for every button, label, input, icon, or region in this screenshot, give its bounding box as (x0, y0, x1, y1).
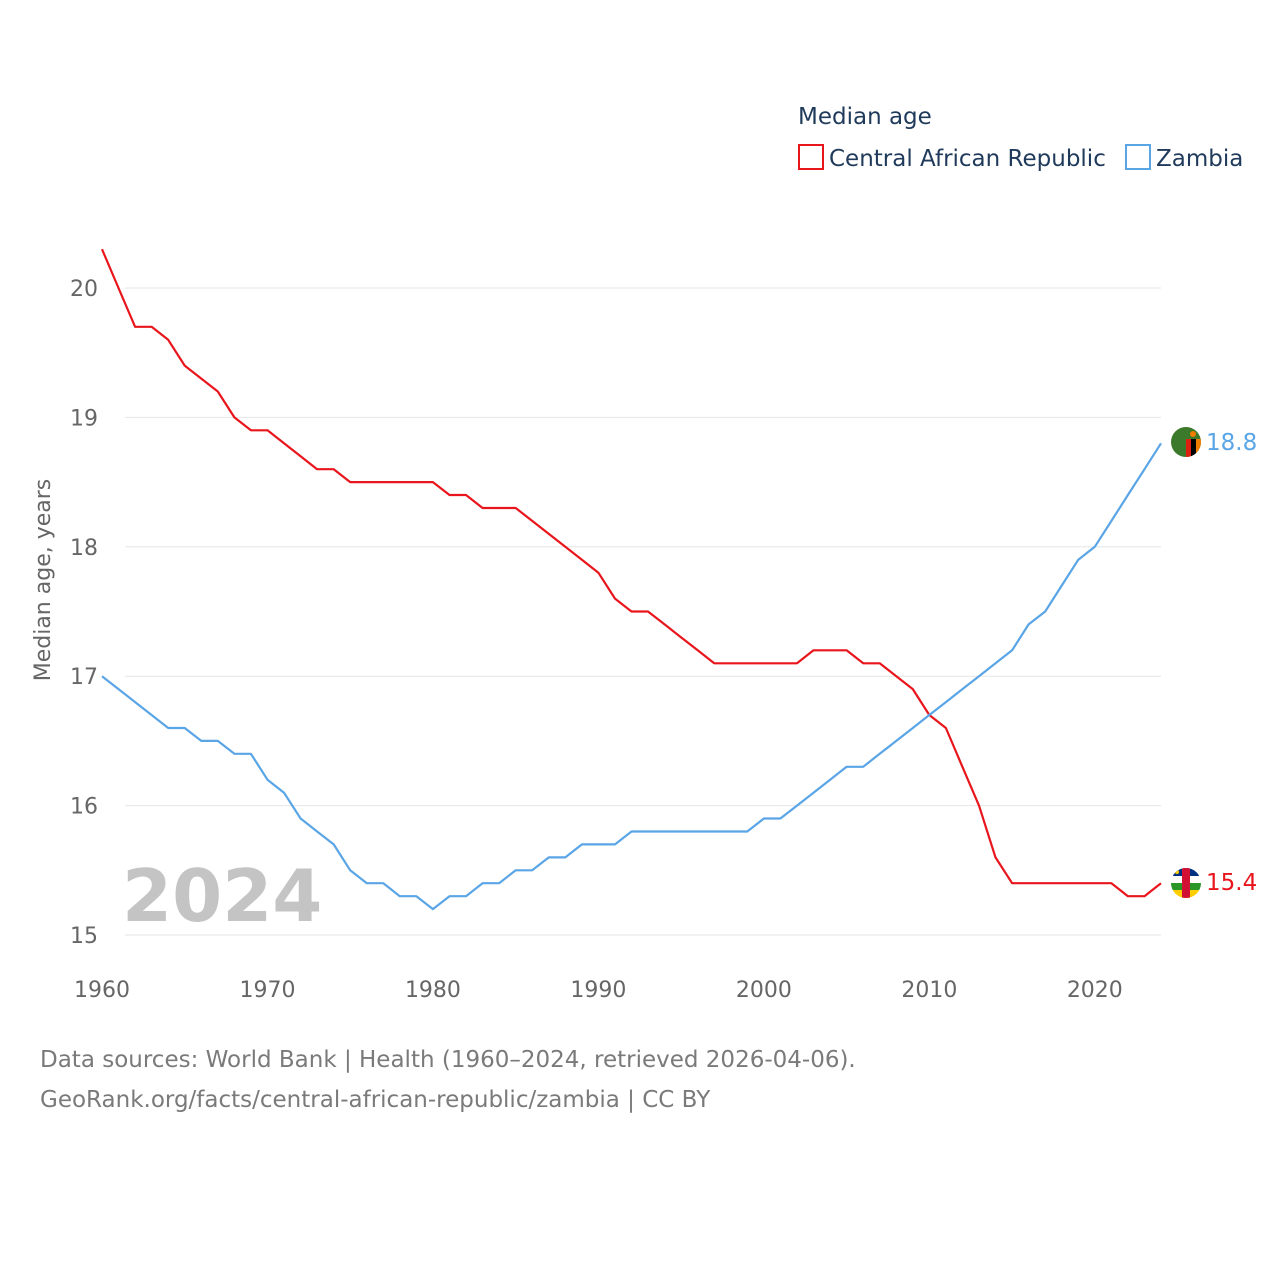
legend-swatch-zambia (1125, 144, 1151, 170)
line-chart: Median age Central African Republic Zamb… (31, 104, 1257, 1003)
legend-item-central-african-republic[interactable]: Central African Republic (798, 144, 1106, 172)
x-tick-label: 1980 (405, 978, 461, 1003)
legend-label-zambia: Zambia (1156, 146, 1243, 172)
gridlines (125, 287, 1161, 936)
x-tick-label: 1960 (74, 978, 130, 1003)
y-axis-title: Median age, years (31, 479, 56, 682)
y-tick-label: 15 (70, 924, 98, 949)
y-tick-label: 16 (70, 795, 98, 820)
y-tick-label: 20 (70, 277, 98, 302)
legend-swatch-central-african-republic (798, 144, 824, 170)
y-tick-label: 19 (70, 406, 98, 431)
central-african-republic-flag-icon (1171, 868, 1201, 898)
y-tick-label: 18 (70, 536, 98, 561)
legend-item-zambia[interactable]: Zambia (1125, 144, 1243, 172)
series-line-central-african-republic (100, 248, 1162, 898)
zambia-end-label: 18.8 (1206, 430, 1257, 456)
chart-footer: Data sources: World Bank | Health (1960–… (40, 1040, 1240, 1120)
series-lines (100, 248, 1162, 911)
x-axis-ticks: 1960 1970 1980 1990 2000 2010 2020 (74, 978, 1123, 1003)
legend-label-central-african-republic: Central African Republic (829, 146, 1106, 172)
x-tick-label: 1970 (239, 978, 295, 1003)
y-tick-label: 17 (70, 665, 98, 690)
attribution-link[interactable]: GeoRank.org/facts/central-african-republ… (40, 1087, 711, 1113)
central-african-republic-end-marker: 15.4 (1171, 868, 1257, 898)
x-tick-label: 2020 (1067, 978, 1123, 1003)
series-line-zambia (101, 442, 1162, 911)
zambia-flag-icon (1171, 427, 1201, 457)
x-tick-label: 2000 (736, 978, 792, 1003)
legend-title: Median age (798, 104, 932, 130)
zambia-end-marker: 18.8 (1171, 427, 1257, 457)
y-axis-ticks: 15 16 17 18 19 20 (70, 277, 98, 949)
current-year-label: 2024 (122, 854, 322, 938)
x-tick-label: 2010 (901, 978, 957, 1003)
x-tick-label: 1990 (570, 978, 626, 1003)
data-sources-note: Data sources: World Bank | Health (1960–… (40, 1047, 856, 1073)
central-african-republic-end-label: 15.4 (1206, 870, 1257, 896)
